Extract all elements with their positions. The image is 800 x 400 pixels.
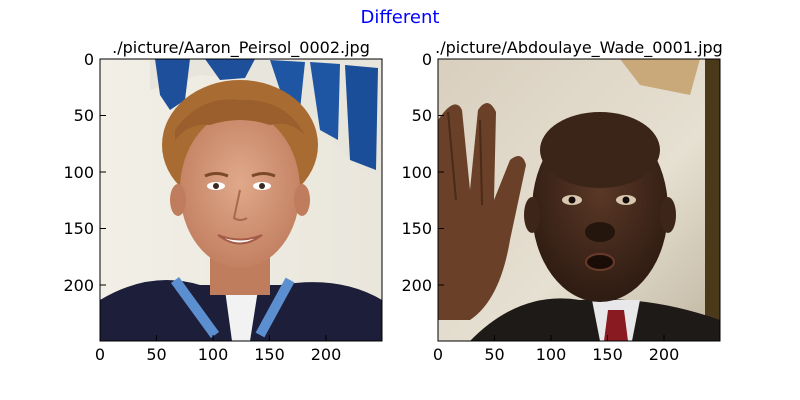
panel-1-x-tick-label: 150 (254, 345, 285, 364)
panel-2-x-tick-label: 150 (592, 345, 623, 364)
panel-1-title: ./picture/Aaron_Peirsol_0002.jpg (112, 38, 370, 58)
panel-2-y-axis: 0 50 100 150 200 (401, 50, 444, 295)
panel-1-x-tick-label: 100 (198, 345, 229, 364)
panel-1-frame (99, 58, 383, 342)
figure-title: Different (361, 7, 440, 28)
panel-1: ./picture/Aaron_Peirsol_0002.jpg (63, 38, 383, 364)
panel-2-x-tick-label: 0 (433, 345, 443, 364)
panel-2-y-tick-label: 150 (401, 219, 432, 238)
panel-2-y-tick-label: 200 (401, 276, 432, 295)
panel-1-y-axis: 0 50 100 150 200 (63, 50, 106, 295)
panel-1-y-tick-label: 50 (74, 106, 94, 125)
panel-2-y-tick-label: 0 (422, 50, 432, 69)
panel-1-image (100, 59, 382, 341)
panel-2-frame (437, 58, 721, 342)
panel-1-x-tick-label: 0 (95, 345, 105, 364)
panel-1-y-tick-label: 200 (63, 276, 94, 295)
panel-2: ./picture/Abdoulaye_Wade_0001.jpg (401, 38, 722, 364)
panel-2-title: ./picture/Abdoulaye_Wade_0001.jpg (435, 38, 723, 58)
panel-1-x-tick-label: 200 (311, 345, 342, 364)
panel-2-x-tick-label: 100 (536, 345, 567, 364)
panel-2-y-tick-label: 100 (401, 163, 432, 182)
panel-2-x-axis: 0 50 100 150 200 (433, 335, 679, 364)
panel-1-y-tick-label: 0 (84, 50, 94, 69)
panel-1-x-axis: 0 50 100 150 200 (95, 335, 341, 364)
panel-1-x-tick-label: 50 (146, 345, 166, 364)
panel-1-y-tick-label: 100 (63, 163, 94, 182)
panel-2-x-tick-label: 200 (649, 345, 680, 364)
panel-2-x-tick-label: 50 (484, 345, 504, 364)
panel-1-y-tick-label: 150 (63, 219, 94, 238)
panel-2-image (438, 59, 720, 341)
panel-2-y-tick-label: 50 (412, 106, 432, 125)
